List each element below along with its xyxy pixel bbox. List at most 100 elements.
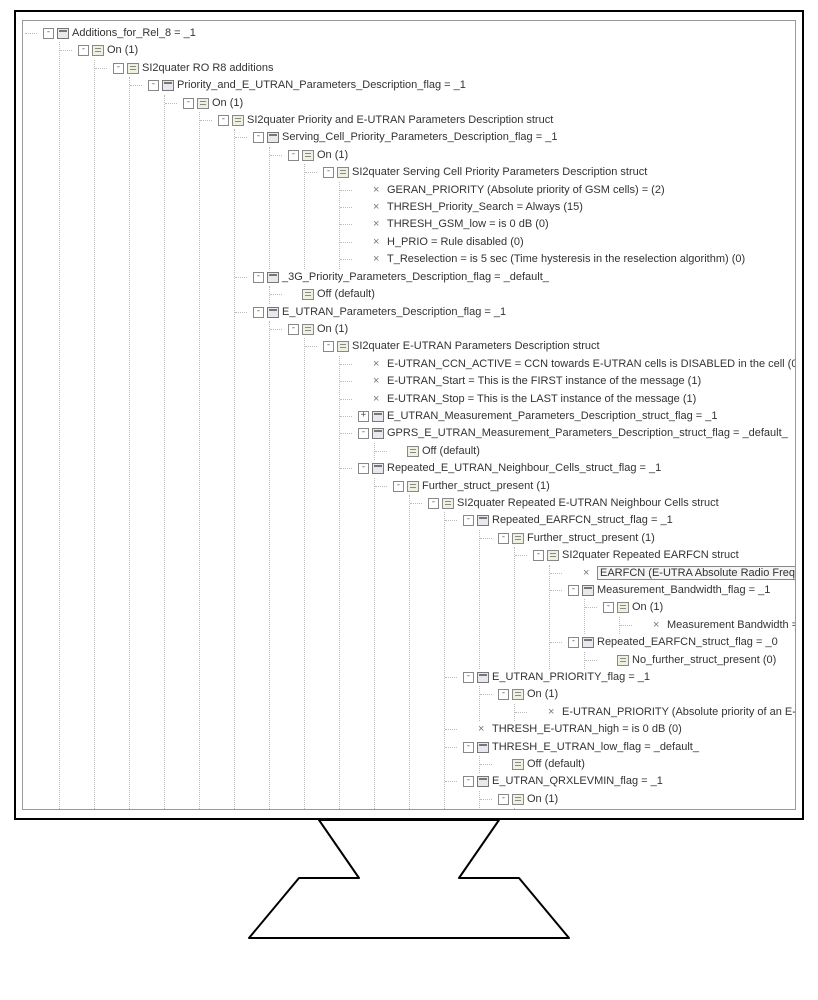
struct-icon [477, 742, 489, 753]
collapse-toggle[interactable]: - [463, 776, 474, 787]
struct-icon [372, 411, 384, 422]
tree-node[interactable]: -Additions_for_Rel_8 = _1-On (1)-SI2quat… [25, 25, 793, 810]
toggle-placeholder [358, 202, 369, 213]
tree-node[interactable]: -E_UTRAN_QRXLEVMIN_flag = _1-On (1)E-UTR… [445, 773, 793, 810]
tree-node[interactable]: - Repeated_E_UTRAN_Neighbour_Cells_struct… [340, 460, 793, 810]
expand-toggle[interactable]: + [358, 411, 369, 422]
tree-node[interactable]: -_3G_Priority_Parameters_Description_fla… [235, 269, 793, 304]
collapse-toggle[interactable]: - [113, 63, 124, 74]
node-label: Off (default) [317, 288, 375, 300]
tree-node[interactable]: -On (1)-SI2quater E-UTRAN Parameters Des… [270, 321, 793, 810]
tree-node[interactable]: +E_UTRAN_Measurement_Parameters_Descript… [340, 408, 793, 425]
collapse-toggle[interactable]: - [218, 115, 229, 126]
tree-node[interactable]: EARFCN (E-UTRA Absolute Radio Frequency … [550, 565, 793, 582]
tree-node[interactable]: -SI2quater Repeated E-UTRAN Neighbour Ce… [410, 495, 793, 810]
collapse-toggle[interactable]: - [498, 794, 509, 805]
collapse-toggle[interactable]: - [498, 689, 509, 700]
toggle-placeholder [358, 394, 369, 405]
tree-node[interactable]: THRESH_Priority_Search = Always (15) [340, 199, 793, 216]
collapse-toggle[interactable]: - [358, 463, 369, 474]
collapse-toggle[interactable]: - [428, 498, 439, 509]
struct-icon [372, 463, 384, 474]
tree-node[interactable]: -On (1)-SI2quater Priority and E-UTRAN P… [165, 95, 793, 810]
tree-node[interactable]: E-UTRAN_Stop = This is the LAST instance… [340, 391, 793, 408]
tree-node[interactable]: -SI2quater Priority and E-UTRAN Paramete… [200, 112, 793, 810]
tree-node[interactable]: E-UTRAN_CCN_ACTIVE = CCN towards E-UTRAN… [340, 356, 793, 373]
node-label: THRESH_E-UTRAN_high = is 0 dB (0) [492, 723, 682, 735]
collapse-toggle[interactable]: - [568, 585, 579, 596]
collapse-toggle[interactable]: - [463, 672, 474, 683]
list-icon [617, 655, 629, 666]
tree-node[interactable]: T_Reselection = is 5 sec (Time hysteresi… [340, 251, 793, 268]
list-icon [302, 324, 314, 335]
tree-node[interactable]: -On (1)-SI2quater RO R8 additions-Priori… [60, 42, 793, 810]
tree-node[interactable]: -GPRS_E_UTRAN_Measurement_Parameters_Des… [340, 425, 793, 460]
collapse-toggle[interactable]: - [463, 515, 474, 526]
collapse-toggle[interactable]: - [253, 132, 264, 143]
toggle-placeholder [358, 376, 369, 387]
toggle-placeholder [568, 568, 579, 579]
tree-node[interactable]: Off (default) [375, 443, 793, 460]
node-label: Repeated_E_UTRAN_Neighbour_Cells_struct_… [387, 462, 661, 474]
tree-node[interactable]: -On (1)E-UTRAN_PRIORITY (Absolute priori… [480, 686, 793, 721]
tree-node[interactable]: H_PRIO = Rule disabled (0) [340, 234, 793, 251]
tree-node[interactable]: THRESH_GSM_low = is 0 dB (0) [340, 216, 793, 233]
tree-node[interactable]: E-UTRAN_QRXLEVMIN = is -140 dBm (0) [515, 808, 793, 810]
collapse-toggle[interactable]: - [603, 602, 614, 613]
collapse-toggle[interactable]: - [183, 98, 194, 109]
tree-node[interactable]: - Further_struct_present (1) -SI2quater Re… [375, 478, 793, 810]
tree-node[interactable]: -SI2quater Serving Cell Priority Paramet… [305, 164, 793, 268]
list-icon [442, 498, 454, 509]
toggle-placeholder [498, 759, 509, 770]
collapse-toggle[interactable]: - [288, 324, 299, 335]
node-label: Further_struct_present (1) [422, 480, 550, 492]
toggle-placeholder [358, 359, 369, 370]
tree-node[interactable]: -Repeated_EARFCN_struct_flag = _1-Furthe… [445, 512, 793, 669]
parameter-tree: -Additions_for_Rel_8 = _1-On (1)-SI2quat… [25, 25, 793, 810]
list-icon [197, 98, 209, 109]
tree-node[interactable]: GERAN_PRIORITY (Absolute priority of GSM… [340, 182, 793, 199]
collapse-toggle[interactable]: - [393, 481, 404, 492]
node-label: E-UTRAN_PRIORITY (Absolute priority of a… [562, 706, 796, 718]
tree-node[interactable]: -SI2quater E-UTRAN Parameters Descriptio… [305, 338, 793, 810]
tree-node[interactable]: -On (1)Measurement Bandwidth = N(RB) = 5… [585, 599, 793, 634]
tree-node[interactable]: -E_UTRAN_PRIORITY_flag = _1-On (1)E-UTRA… [445, 669, 793, 721]
node-label: EARFCN (E-UTRA Absolute Radio Frequency … [597, 566, 796, 580]
collapse-toggle[interactable]: - [43, 28, 54, 39]
tree-node[interactable]: -Priority_and_E_UTRAN_Parameters_Descrip… [130, 77, 793, 810]
tree-node[interactable]: THRESH_E-UTRAN_high = is 0 dB (0) [445, 721, 793, 738]
tree-node[interactable]: E-UTRAN_Start = This is the FIRST instan… [340, 373, 793, 390]
tree-node[interactable]: No_further_struct_present (0) [585, 652, 793, 669]
collapse-toggle[interactable]: - [253, 307, 264, 318]
collapse-toggle[interactable]: - [463, 742, 474, 753]
collapse-toggle[interactable]: - [78, 45, 89, 56]
field-icon [372, 202, 384, 213]
collapse-toggle[interactable]: - [323, 341, 334, 352]
tree-node[interactable]: Off (default) [270, 286, 793, 303]
field-icon [372, 376, 384, 387]
collapse-toggle[interactable]: - [533, 550, 544, 561]
collapse-toggle[interactable]: - [148, 80, 159, 91]
tree-node[interactable]: Off (default) [480, 756, 793, 773]
collapse-toggle[interactable]: - [498, 533, 509, 544]
tree-node[interactable]: -Repeated_EARFCN_struct_flag = _0No_furt… [550, 634, 793, 669]
tree-node[interactable]: -Serving_Cell_Priority_Parameters_Descri… [235, 129, 793, 268]
collapse-toggle[interactable]: - [323, 167, 334, 178]
collapse-toggle[interactable]: - [568, 637, 579, 648]
tree-node[interactable]: -THRESH_E_UTRAN_low_flag = _default_Off … [445, 739, 793, 774]
tree-node[interactable]: - SI2quater RO R8 additions -Priority_and_… [95, 60, 793, 810]
tree-node[interactable]: E-UTRAN_PRIORITY (Absolute priority of a… [515, 704, 793, 721]
tree-node[interactable]: -On (1)-SI2quater Serving Cell Priority … [270, 147, 793, 269]
collapse-toggle[interactable]: - [253, 272, 264, 283]
tree-node[interactable]: -Measurement_Bandwidth_flag = _1-On (1)M… [550, 582, 793, 634]
collapse-toggle[interactable]: - [288, 150, 299, 161]
tree-node[interactable]: -E_UTRAN_Parameters_Description_flag = _… [235, 304, 793, 811]
struct-icon [267, 132, 279, 143]
node-label: SI2quater RO R8 additions [142, 62, 273, 74]
collapse-toggle[interactable]: - [358, 428, 369, 439]
tree-node[interactable]: Measurement Bandwidth = N(RB) = 50 (3) [620, 617, 793, 634]
tree-node[interactable]: -SI2quater Repeated EARFCN structEARFCN … [515, 547, 793, 669]
list-icon [232, 115, 244, 126]
tree-node[interactable]: -Further_struct_present (1)-SI2quater Re… [480, 530, 793, 669]
tree-node[interactable]: -On (1)E-UTRAN_QRXLEVMIN = is -140 dBm (… [480, 791, 793, 810]
